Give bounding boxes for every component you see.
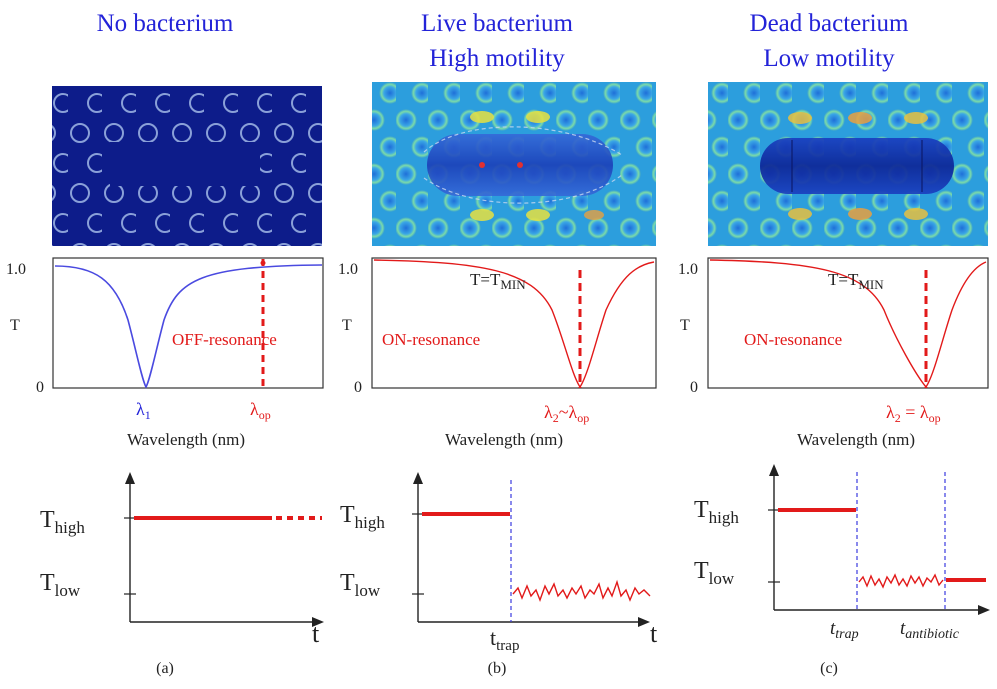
x-axis-label: Wavelength (nm)	[797, 430, 915, 449]
signal-low-noisy	[512, 579, 651, 602]
y-arrow-icon	[413, 472, 423, 484]
caption: (c)	[820, 660, 838, 677]
time-axis-label: t	[312, 619, 320, 648]
t-trap-label: ttrap	[490, 625, 519, 654]
resonance-text: OFF-resonance	[172, 330, 277, 349]
panel-no-bacterium: No bacterium 1.0 0 T OFF-resonance λ1 λo…	[0, 0, 330, 689]
title-line-1: No bacterium	[96, 10, 234, 37]
t-high-label: Thigh	[40, 507, 85, 537]
y-top-label: 1.0	[338, 261, 358, 278]
y-top-label: 1.0	[678, 261, 698, 278]
y-axis-label: T	[680, 317, 690, 334]
spectrum-plot: 1.0 0 T T=TMIN ON-resonance λ2 = λop Wav…	[678, 257, 989, 449]
bacterium-shape	[760, 138, 954, 194]
x-arrow-icon	[978, 605, 990, 615]
tmin-label: T=TMIN	[470, 270, 526, 292]
t-low-label: Tlow	[40, 570, 81, 600]
title-line-1: Dead bacterium	[749, 10, 909, 37]
title-line-2: High motility	[429, 45, 565, 72]
y-bottom-label: 0	[354, 379, 362, 396]
operating-point	[260, 260, 266, 266]
transmission-curve	[709, 259, 987, 389]
t-low-label: Tlow	[694, 558, 735, 588]
x-axis-label: Wavelength (nm)	[445, 430, 563, 449]
transmission-curve	[373, 259, 655, 389]
y-arrow-icon	[125, 472, 135, 484]
x-axis-label: Wavelength (nm)	[127, 430, 245, 449]
panel-title: No bacterium	[0, 6, 330, 41]
t-low-label: Tlow	[340, 570, 381, 600]
panel-b-graphics: 1.0 0 T T=TMIN ON-resonance λ2~λop Wavel…	[338, 82, 658, 654]
panel-c-graphics: 1.0 0 T T=TMIN ON-resonance λ2 = λop Wav…	[678, 82, 990, 642]
y-axis-label: T	[10, 317, 20, 334]
signal-low-noisy	[858, 573, 944, 589]
lambda-1-label: λ1	[136, 399, 151, 422]
title-line-2: Low motility	[763, 45, 895, 72]
resonance-text: ON-resonance	[382, 330, 480, 349]
resonance-text: ON-resonance	[744, 330, 842, 349]
tmin-label: T=TMIN	[828, 270, 884, 292]
lambda-relation-label: λ2~λop	[544, 402, 589, 425]
crystal-field-image	[708, 82, 988, 246]
crystal-field-image	[372, 82, 656, 246]
title-line-1: Live bacterium	[420, 10, 573, 37]
panel-live-bacterium: Live bacterium High motility	[332, 0, 662, 689]
time-plot: Thigh Tlow ttrap tantibiotic	[694, 464, 990, 642]
caption: (b)	[487, 660, 507, 677]
y-bottom-label: 0	[690, 379, 698, 396]
x-arrow-icon	[638, 617, 650, 627]
lambda-relation-label: λ2 = λop	[886, 402, 941, 425]
y-top-label: 1.0	[6, 261, 26, 278]
t-high-label: Thigh	[694, 497, 739, 527]
time-plot: Thigh Tlow ttrap t	[340, 472, 658, 654]
panel-title: Live bacterium High motility	[332, 6, 662, 76]
transmission-curve	[54, 264, 323, 389]
spectrum-plot: 1.0 0 T T=TMIN ON-resonance λ2~λop Wavel…	[338, 257, 657, 449]
y-bottom-label: 0	[36, 379, 44, 396]
lambda-op-label: λop	[250, 399, 271, 422]
x-arrow-icon	[312, 617, 324, 627]
y-arrow-icon	[769, 464, 779, 476]
time-plot: Thigh Tlow t	[40, 472, 324, 648]
t-antibiotic-label: tantibiotic	[900, 618, 960, 642]
t-trap-label: ttrap	[830, 618, 859, 642]
panel-dead-bacterium: Dead bacterium Low motility	[664, 0, 994, 689]
t-high-label: Thigh	[340, 502, 385, 532]
time-axis-label: t	[650, 619, 658, 648]
crystal-image	[52, 86, 322, 246]
y-axis-label: T	[342, 317, 352, 334]
spectrum-plot: 1.0 0 T OFF-resonance λ1 λop Wavelength …	[6, 257, 324, 449]
caption: (a)	[156, 660, 174, 677]
panel-a-graphics: 1.0 0 T OFF-resonance λ1 λop Wavelength …	[6, 86, 324, 648]
panel-title: Dead bacterium Low motility	[664, 6, 994, 76]
